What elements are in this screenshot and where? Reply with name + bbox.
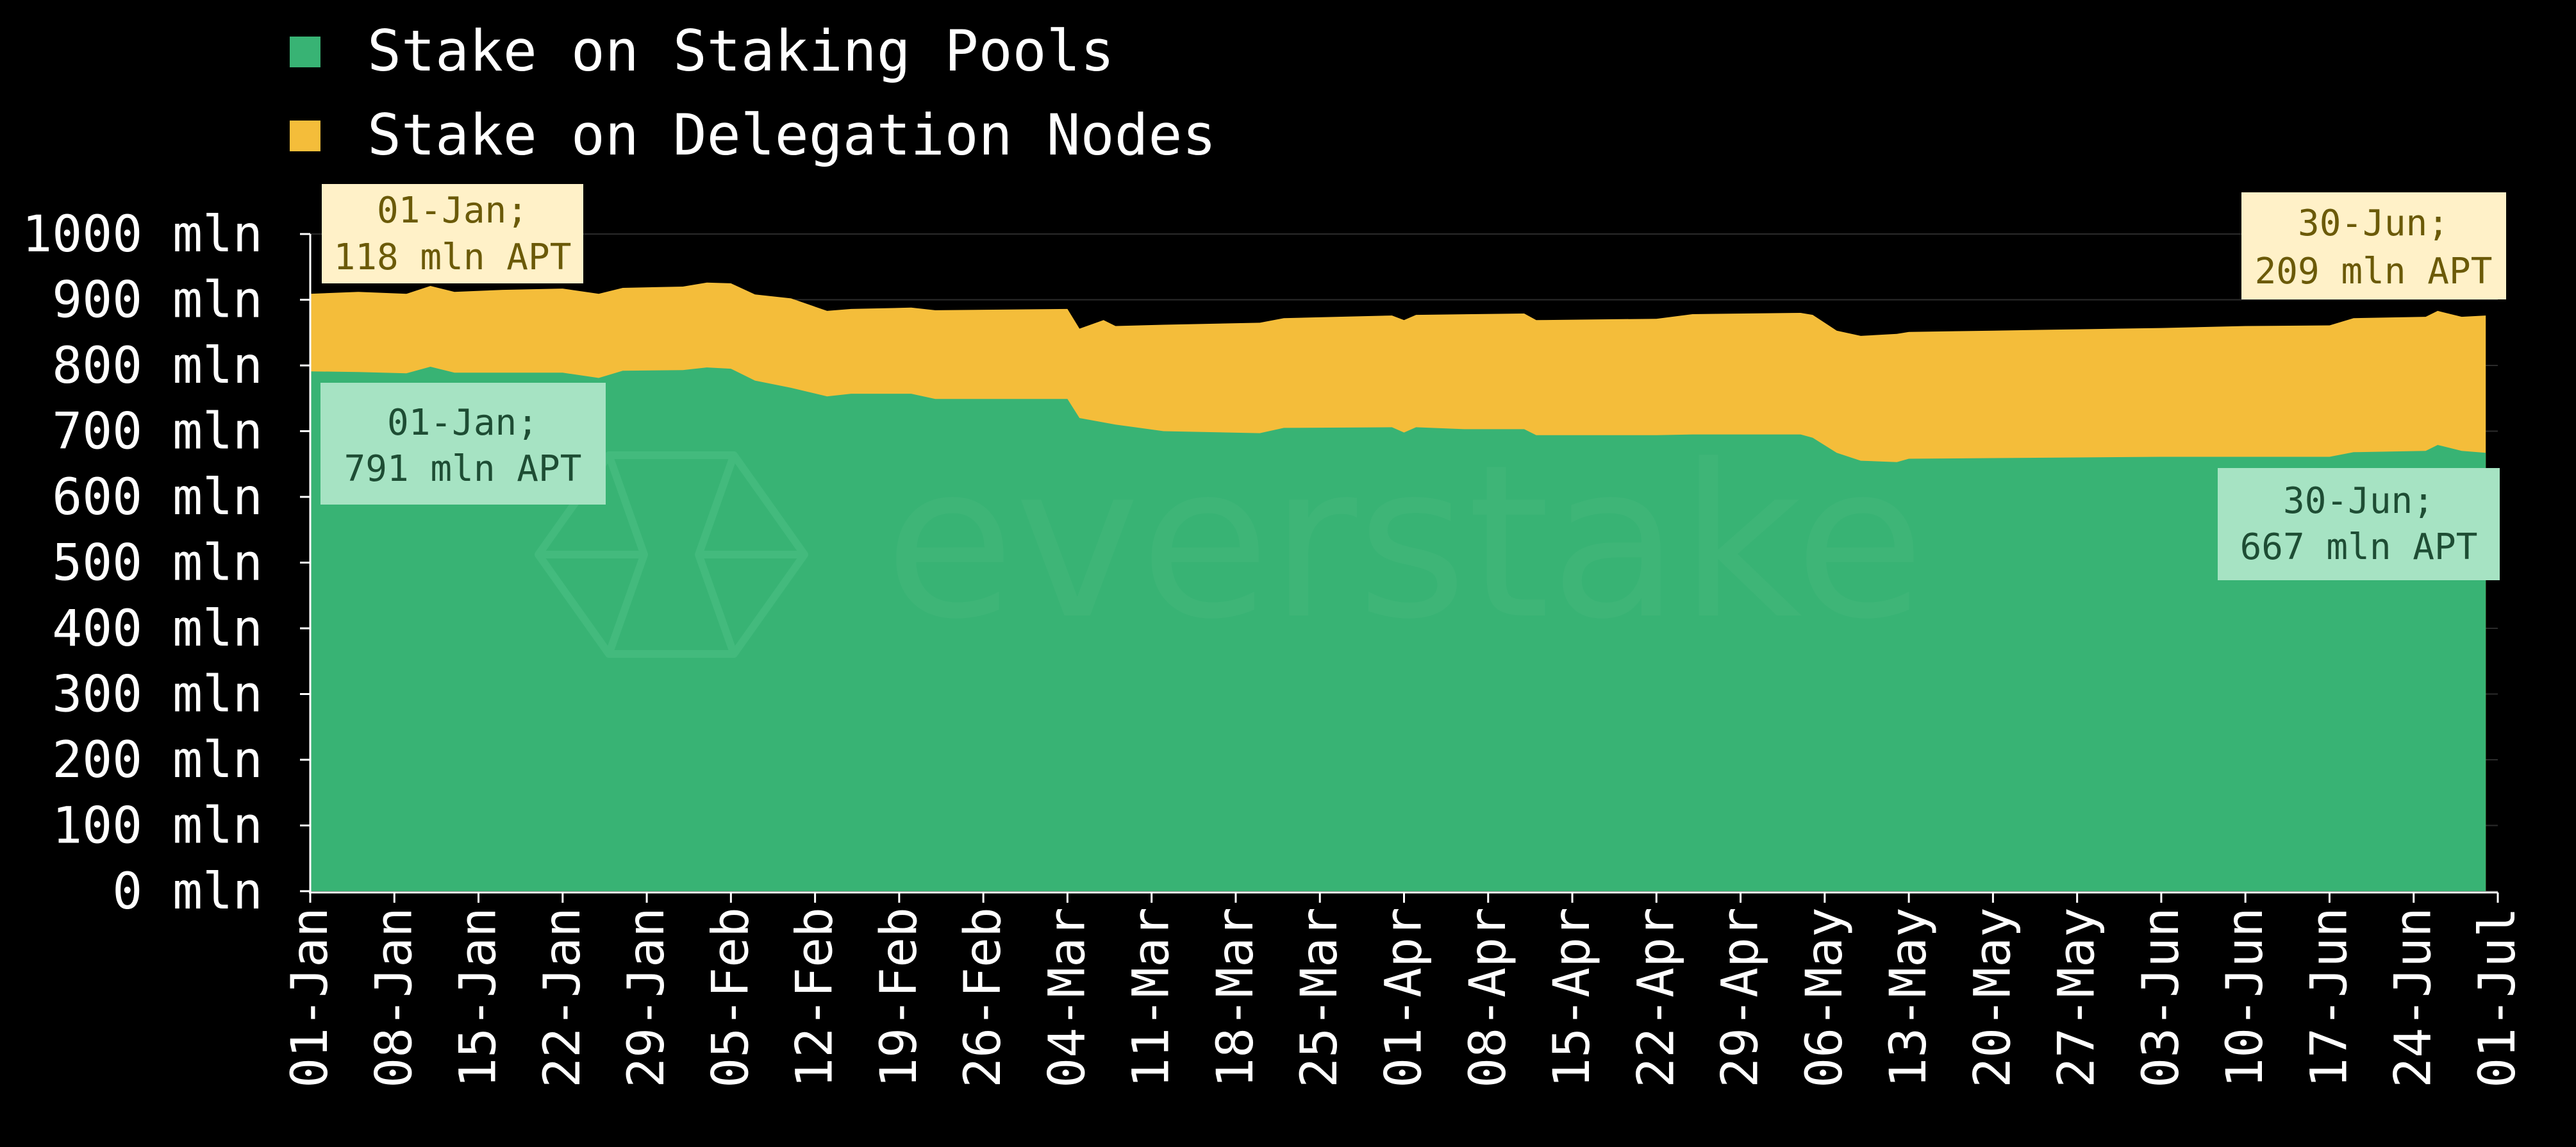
x-tick-label: 06-May xyxy=(1796,907,1854,1088)
y-tick-label: 900 mln xyxy=(52,272,263,330)
legend-label-delegation-nodes: Stake on Delegation Nodes xyxy=(367,102,1217,168)
y-tick-label: 500 mln xyxy=(52,535,263,592)
y-tick-label: 300 mln xyxy=(52,666,263,724)
x-tick-label: 26-Feb xyxy=(954,907,1012,1088)
x-tick-label: 19-Feb xyxy=(870,907,928,1088)
legend-swatch-staking-pools xyxy=(290,37,320,67)
legend-label-staking-pools: Stake on Staking Pools xyxy=(367,18,1115,84)
x-tick-label: 25-Mar xyxy=(1291,907,1349,1088)
x-tick-label: 15-Jan xyxy=(450,907,508,1088)
x-tick-label: 27-May xyxy=(2048,907,2106,1088)
annotation-box xyxy=(2218,468,2500,580)
y-tick-label: 600 mln xyxy=(52,469,263,526)
annotation-line-1: 01-Jan; xyxy=(387,402,538,444)
annotation-box xyxy=(2241,192,2506,299)
area-staking-pools xyxy=(310,367,2486,891)
x-axis-ticks: 01-Jan 08-Jan 15-Jan 22-Jan 29-Jan 05-Feb 12-F… xyxy=(281,892,2527,1088)
y-tick-label: 0 mln xyxy=(112,863,263,921)
x-tick-label: 24-Jun xyxy=(2385,907,2443,1088)
annotation-line-2: 791 mln APT xyxy=(344,448,582,490)
annotation-start-delegation: 01-Jan; 118 mln APT xyxy=(322,184,583,283)
annotation-start-pools: 01-Jan; 791 mln APT xyxy=(320,383,606,505)
annotation-box xyxy=(322,184,583,283)
x-tick-label: 03-Jun xyxy=(2132,907,2190,1088)
x-tick-label: 13-May xyxy=(1880,907,1938,1088)
x-tick-label: 11-Mar xyxy=(1123,907,1181,1088)
annotation-line-1: 01-Jan; xyxy=(377,190,528,231)
x-tick-label: 10-Jun xyxy=(2216,907,2274,1088)
y-tick-label: 1000 mln xyxy=(22,206,263,264)
y-axis-ticks: 0 mln 100 mln 200 mln 300 mln 400 mln 500 mln… xyxy=(22,206,310,921)
x-tick-label: 17-Jun xyxy=(2300,907,2358,1088)
x-tick-label: 08-Jan xyxy=(365,907,423,1088)
y-tick-label: 700 mln xyxy=(52,403,263,461)
annotation-line-1: 30-Jun; xyxy=(2283,480,2434,522)
y-tick-label: 400 mln xyxy=(52,600,263,658)
annotation-box xyxy=(320,383,606,505)
x-tick-label: 15-Apr xyxy=(1543,907,1601,1088)
x-tick-label: 04-Mar xyxy=(1038,907,1096,1088)
annotation-line-1: 30-Jun; xyxy=(2298,203,2449,244)
everstake-logo-icon xyxy=(535,451,808,658)
annotation-line-2: 667 mln APT xyxy=(2240,526,2478,568)
x-tick-label: 20-May xyxy=(1964,907,2022,1088)
watermark-text: everstake xyxy=(885,419,1925,666)
x-tick-label: 22-Apr xyxy=(1627,907,1685,1088)
x-tick-label: 22-Jan xyxy=(534,907,592,1088)
x-tick-label: 29-Apr xyxy=(1712,907,1770,1088)
x-tick-label: 01-Jul xyxy=(2469,907,2527,1088)
x-tick-label: 12-Feb xyxy=(786,907,844,1088)
y-tick-label: 200 mln xyxy=(52,732,263,789)
x-tick-label: 05-Feb xyxy=(702,907,760,1088)
legend: Stake on Staking Pools Stake on Delegati… xyxy=(290,18,1217,168)
annotation-end-delegation: 30-Jun; 209 mln APT xyxy=(2241,192,2506,299)
annotation-end-pools: 30-Jun; 667 mln APT xyxy=(2218,468,2500,580)
x-tick-label: 01-Apr xyxy=(1375,907,1433,1088)
legend-swatch-delegation-nodes xyxy=(290,121,320,151)
everstake-watermark: everstake xyxy=(535,419,1925,666)
y-tick-label: 800 mln xyxy=(52,337,263,395)
annotation-line-2: 209 mln APT xyxy=(2255,251,2493,292)
annotation-line-2: 118 mln APT xyxy=(334,237,572,278)
x-tick-label: 01-Jan xyxy=(281,907,339,1088)
y-tick-label: 100 mln xyxy=(52,798,263,855)
x-tick-label: 08-Apr xyxy=(1459,907,1517,1088)
x-tick-label: 18-Mar xyxy=(1207,907,1265,1088)
x-tick-label: 29-Jan xyxy=(618,907,676,1088)
